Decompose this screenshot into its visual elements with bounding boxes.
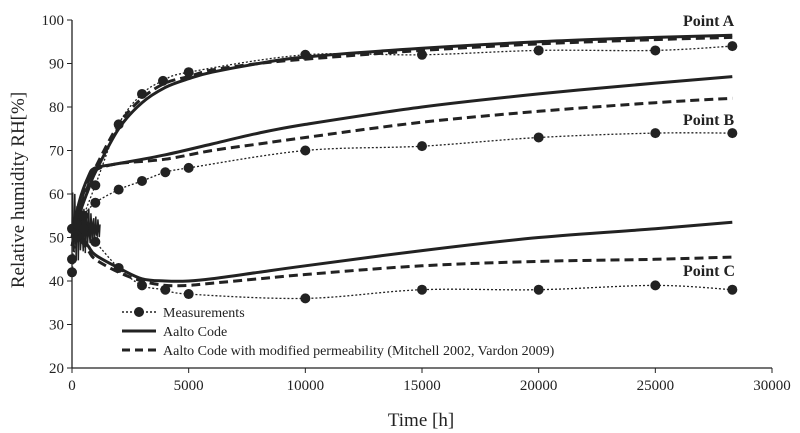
axes — [67, 19, 773, 373]
measurement-point-c — [300, 293, 311, 304]
tick-labels: 0 5000 10000 15000 20000 25000 30000 20 30 40 50 60… — [42, 13, 791, 394]
measurement-point-c — [160, 284, 171, 295]
legend-label-aalto-modified: Aalto Code with modified permeability (M… — [163, 344, 555, 359]
y-tick-label: 60 — [49, 187, 64, 203]
x-tick-label: 15000 — [403, 378, 441, 394]
measurement-point-c — [533, 284, 544, 295]
series-aalto-modified-point-a — [70, 35, 733, 247]
legend-entry-measurements: Measurements — [122, 306, 245, 321]
y-tick-label: 90 — [49, 57, 64, 73]
measurement-point-a — [417, 49, 427, 60]
measurement-point-c — [183, 289, 194, 300]
y-tick-label: 100 — [42, 13, 65, 29]
measurement-point-c — [137, 280, 147, 291]
measurement-point-b — [90, 197, 101, 208]
measurement-point-a — [650, 45, 661, 56]
x-tick-label: 25000 — [637, 378, 675, 394]
y-tick-label: 50 — [49, 231, 64, 247]
measurement-point-b — [160, 167, 171, 178]
y-tick-label: 20 — [49, 361, 64, 377]
x-tick-label: 20000 — [520, 378, 558, 394]
annotation-point-b: Point B — [683, 112, 734, 129]
measurement-point-a — [727, 41, 738, 52]
legend-entry-aalto-code: Aalto Code — [122, 325, 227, 340]
measurement-point-b — [300, 145, 311, 156]
measurement-point-b — [113, 184, 124, 195]
y-tick-label: 40 — [49, 274, 64, 290]
measurement-point-b — [533, 132, 544, 143]
measurement-point-b — [137, 175, 147, 186]
series-aalto-modified-point-c — [70, 227, 733, 288]
annotation-point-a: Point A — [683, 13, 735, 30]
series-aalto-point-c — [71, 220, 733, 283]
legend-entry-aalto-modified: Aalto Code with modified permeability (M… — [122, 344, 555, 359]
legend-label-measurements: Measurements — [163, 306, 245, 321]
y-tick-label: 70 — [49, 144, 64, 160]
x-tick-label: 10000 — [287, 378, 325, 394]
annotations: Point A Point B Point C — [683, 13, 735, 280]
series-aalto-modified-point-b — [70, 96, 733, 238]
series-measurements-point-b — [71, 132, 733, 230]
plot-area — [67, 33, 738, 304]
x-axis-title: Time [h] — [388, 410, 454, 431]
y-axis-title: Relative humidity RH[%] — [8, 92, 29, 288]
annotation-point-c: Point C — [683, 263, 735, 280]
x-tick-label: 5000 — [174, 378, 204, 394]
measurement-point-b — [417, 141, 427, 152]
legend-label-aalto-code: Aalto Code — [163, 325, 227, 340]
measurement-point-a — [183, 67, 194, 78]
series-aalto-point-b — [70, 75, 733, 238]
measurement-point-a — [90, 180, 101, 191]
measurement-point-c — [417, 284, 427, 295]
series-aalto-point-a — [70, 33, 733, 247]
measurement-point-b — [650, 128, 661, 139]
y-tick-label: 30 — [49, 318, 64, 334]
measurement-point-c — [727, 284, 738, 295]
measurement-point-b — [727, 128, 738, 139]
measurement-point-b — [183, 162, 194, 173]
measurement-point-a — [158, 75, 168, 86]
measurement-point-c — [650, 280, 661, 291]
series-measurements-point-c — [71, 228, 733, 300]
y-tick-label: 80 — [49, 100, 64, 116]
legend: Measurements Aalto Code Aalto Code with … — [122, 306, 555, 359]
x-tick-label: 30000 — [753, 378, 791, 394]
x-tick-label: 0 — [68, 378, 76, 394]
measurement-point-c — [90, 236, 101, 247]
measurement-point-c — [78, 223, 89, 234]
measurement-point-b — [78, 210, 89, 221]
measurement-point-a — [533, 45, 544, 56]
